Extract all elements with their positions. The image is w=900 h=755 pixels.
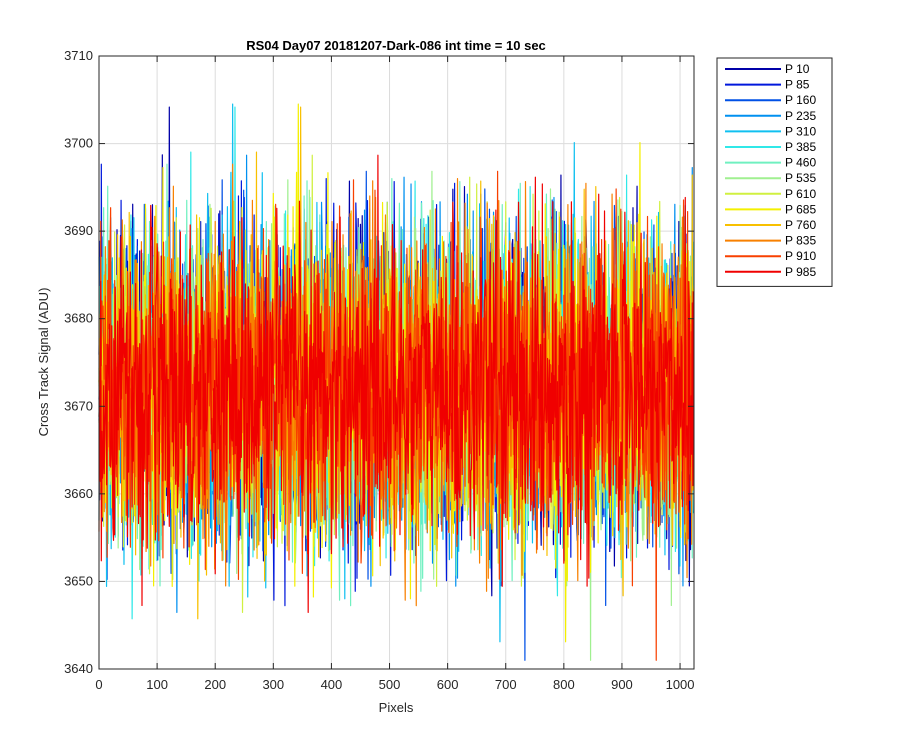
legend-label: P 535: [785, 171, 816, 185]
x-tick-label: 700: [495, 677, 517, 692]
ticks: 0 100 200 300 400 500 600 700 800 900 1000 3640 3650…: [64, 48, 694, 692]
x-tick-label: 500: [379, 677, 401, 692]
legend-box: [716, 57, 833, 287]
y-tick-label: 3660: [64, 486, 93, 501]
x-tick-label: 100: [146, 677, 168, 692]
legend-label: P 385: [785, 140, 816, 154]
legend-label: P 10: [785, 62, 810, 76]
chart-title: RS04 Day07 20181207-Dark-086 int time = …: [246, 38, 546, 53]
series-lines: [98, 103, 695, 661]
legend-label: P 235: [785, 109, 816, 123]
x-tick-label: 300: [262, 677, 284, 692]
legend-label: P 835: [785, 234, 816, 248]
legend-label: P 985: [785, 265, 816, 279]
x-tick-label: 600: [437, 677, 459, 692]
legend-label: P 85: [785, 78, 810, 92]
x-tick-label: 400: [321, 677, 343, 692]
y-tick-label: 3640: [64, 661, 93, 676]
x-tick-label: 800: [553, 677, 575, 692]
legend-label: P 610: [785, 187, 816, 201]
y-tick-label: 3700: [64, 136, 93, 151]
y-tick-label: 3690: [64, 223, 93, 238]
y-tick-label: 3650: [64, 573, 93, 588]
y-tick-label: 3670: [64, 398, 93, 413]
legend-label: P 910: [785, 249, 816, 263]
x-tick-label: 0: [95, 677, 102, 692]
x-tick-label: 200: [204, 677, 226, 692]
x-tick-label: 900: [611, 677, 633, 692]
legend-label: P 160: [785, 93, 816, 107]
y-tick-label: 3680: [64, 311, 93, 326]
series-line: [98, 154, 695, 613]
y-axis-label: Cross Track Signal (ADU): [36, 288, 51, 437]
y-tick-label: 3710: [64, 48, 93, 63]
x-tick-label: 1000: [666, 677, 695, 692]
x-axis-label: Pixels: [379, 700, 414, 715]
legend-label: P 310: [785, 124, 816, 138]
legend-label: P 760: [785, 218, 816, 232]
plot-area-border: [98, 55, 695, 670]
legend-label: P 460: [785, 156, 816, 170]
legend-label: P 685: [785, 202, 816, 216]
